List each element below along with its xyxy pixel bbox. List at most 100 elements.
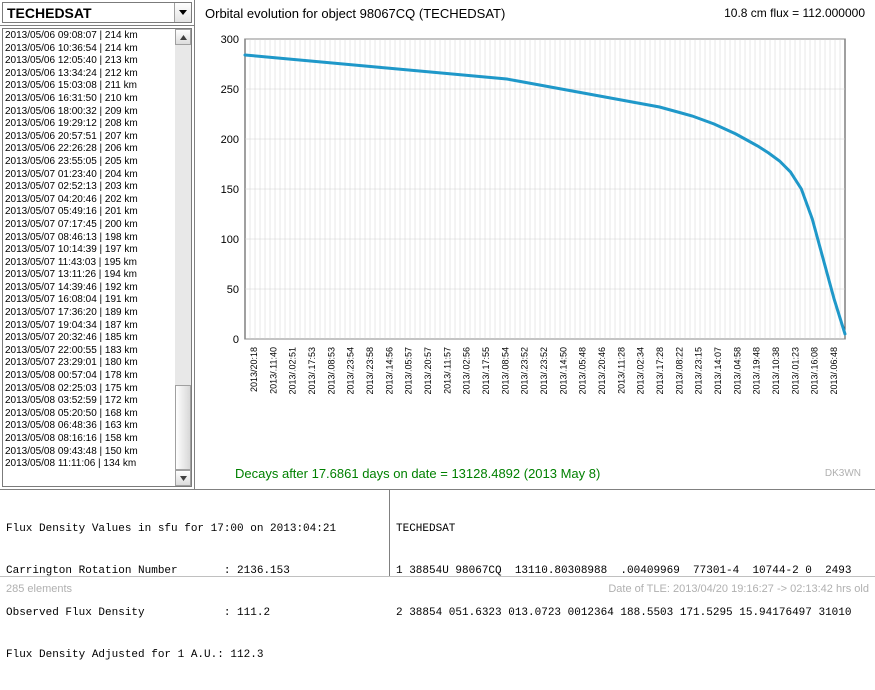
info-line: Carrington Rotation Number : 2136.153 <box>6 564 383 578</box>
svg-text:2013/.17:55: 2013/.17:55 <box>481 347 491 395</box>
scroll-thumb[interactable] <box>175 385 191 470</box>
list-item[interactable]: 2013/05/06 18:00:32 | 209 km <box>5 106 173 119</box>
list-item[interactable]: 2013/05/06 23:55:05 | 205 km <box>5 156 173 169</box>
flux-info-panel: Flux Density Values in sfu for 17:00 on … <box>0 490 390 576</box>
dropdown-selected: TECHEDSAT <box>3 5 174 21</box>
scroll-up-button[interactable] <box>175 29 191 45</box>
list-item[interactable]: 2013/05/07 19:04:34 | 187 km <box>5 320 173 333</box>
svg-text:100: 100 <box>221 234 239 246</box>
list-item[interactable]: 2013/05/08 05:20:50 | 168 km <box>5 408 173 421</box>
list-item[interactable]: 2013/05/07 02:52:13 | 203 km <box>5 181 173 194</box>
chevron-down-icon <box>180 476 187 481</box>
svg-text:200: 200 <box>221 134 239 146</box>
svg-text:250: 250 <box>221 84 239 96</box>
svg-text:2013/.19:48: 2013/.19:48 <box>752 347 762 395</box>
info-line: Observed Flux Density : 111.2 <box>6 606 383 620</box>
list-item[interactable]: 2013/05/07 17:36:20 | 189 km <box>5 307 173 320</box>
tle-line: TECHEDSAT <box>396 522 869 536</box>
tle-line: 1 38854U 98067CQ 13110.80308988 .0040996… <box>396 564 869 578</box>
list-item[interactable]: 2013/05/06 16:31:50 | 210 km <box>5 93 173 106</box>
svg-text:0: 0 <box>233 334 239 346</box>
chevron-up-icon <box>180 35 187 40</box>
list-item[interactable]: 2013/05/08 02:25:03 | 175 km <box>5 383 173 396</box>
svg-text:2013/.08:22: 2013/.08:22 <box>674 347 684 395</box>
list-item[interactable]: 2013/05/07 07:17:45 | 200 km <box>5 219 173 232</box>
orbital-chart: 0501001502002503002013/20:182013/.11:402… <box>205 31 865 441</box>
list-item[interactable]: 2013/05/08 08:16:16 | 158 km <box>5 433 173 446</box>
watermark: DK3WN <box>825 468 861 479</box>
list-item[interactable]: 2013/05/07 05:49:16 | 201 km <box>5 206 173 219</box>
list-item[interactable]: 2013/05/06 19:29:12 | 208 km <box>5 118 173 131</box>
list-item[interactable]: 2013/05/07 23:29:01 | 180 km <box>5 357 173 370</box>
list-item[interactable]: 2013/05/06 22:26:28 | 206 km <box>5 143 173 156</box>
chart-title: Orbital evolution for object 98067CQ (TE… <box>205 6 505 21</box>
list-item[interactable]: 2013/05/07 11:43:03 | 195 km <box>5 257 173 270</box>
svg-text:2013/.17:28: 2013/.17:28 <box>655 347 665 395</box>
chart-title-row: Orbital evolution for object 98067CQ (TE… <box>205 6 865 21</box>
list-item[interactable]: 2013/05/07 20:32:46 | 185 km <box>5 332 173 345</box>
list-item[interactable]: 2013/05/07 14:39:46 | 192 km <box>5 282 173 295</box>
list-item[interactable]: 2013/05/07 01:23:40 | 204 km <box>5 169 173 182</box>
list-item[interactable]: 2013/05/08 03:52:59 | 172 km <box>5 395 173 408</box>
list-item[interactable]: 2013/05/07 04:20:46 | 202 km <box>5 194 173 207</box>
svg-text:2013/.11:40: 2013/.11:40 <box>268 347 278 394</box>
flux-label: 10.8 cm flux = 112.000000 <box>724 6 865 21</box>
object-dropdown-wrap: TECHEDSAT <box>0 0 194 26</box>
listbox-scrollbar[interactable] <box>175 29 191 486</box>
tle-line: 2 38854 051.6323 013.0723 0012364 188.55… <box>396 606 869 620</box>
info-line: Flux Density Values in sfu for 17:00 on … <box>6 522 383 536</box>
list-item[interactable]: 2013/05/07 16:08:04 | 191 km <box>5 294 173 307</box>
chart-panel: Orbital evolution for object 98067CQ (TE… <box>195 0 875 489</box>
svg-text:300: 300 <box>221 34 239 46</box>
svg-text:2013/.08:54: 2013/.08:54 <box>500 347 510 395</box>
svg-text:2013/.04:58: 2013/.04:58 <box>732 347 742 395</box>
tle-panel: TECHEDSAT 1 38854U 98067CQ 13110.8030898… <box>390 490 875 576</box>
svg-text:50: 50 <box>227 284 239 296</box>
list-item[interactable]: 2013/05/08 09:43:48 | 150 km <box>5 446 173 459</box>
list-item[interactable]: 2013/05/07 22:00:55 | 183 km <box>5 345 173 358</box>
info-line: Flux Density Adjusted for 1 A.U.: 112.3 <box>6 648 383 662</box>
altitude-listbox[interactable]: 2013/05/06 09:08:07 | 214 km2013/05/06 1… <box>2 28 192 487</box>
list-item[interactable]: 2013/05/07 08:46:13 | 198 km <box>5 232 173 245</box>
svg-text:2013/.23:52: 2013/.23:52 <box>520 347 530 395</box>
svg-text:2013/.23:54: 2013/.23:54 <box>346 347 356 395</box>
svg-text:2013/.02:56: 2013/.02:56 <box>462 347 472 395</box>
list-content: 2013/05/06 09:08:07 | 214 km2013/05/06 1… <box>3 29 175 486</box>
list-item[interactable]: 2013/05/08 11:11:06 | 134 km <box>5 458 173 471</box>
svg-text:2013/.11:28: 2013/.11:28 <box>616 347 626 394</box>
svg-text:2013/.14:56: 2013/.14:56 <box>384 347 394 395</box>
svg-text:2013/.23:58: 2013/.23:58 <box>365 347 375 395</box>
list-item[interactable]: 2013/05/06 10:36:54 | 214 km <box>5 43 173 56</box>
svg-text:2013/.23:52: 2013/.23:52 <box>539 347 549 395</box>
svg-text:2013/.05:57: 2013/.05:57 <box>404 347 414 395</box>
list-item[interactable]: 2013/05/06 09:08:07 | 214 km <box>5 30 173 43</box>
svg-text:2013/.02:34: 2013/.02:34 <box>636 347 646 395</box>
list-item[interactable]: 2013/05/08 00:57:04 | 178 km <box>5 370 173 383</box>
dropdown-arrow-button[interactable] <box>174 3 191 22</box>
list-item[interactable]: 2013/05/06 12:05:40 | 213 km <box>5 55 173 68</box>
list-item[interactable]: 2013/05/06 15:03:08 | 211 km <box>5 80 173 93</box>
svg-text:2013/.01:23: 2013/.01:23 <box>790 347 800 395</box>
list-item[interactable]: 2013/05/06 20:57:51 | 207 km <box>5 131 173 144</box>
svg-text:2013/20:18: 2013/20:18 <box>249 347 259 392</box>
svg-text:2013/.14:50: 2013/.14:50 <box>558 347 568 395</box>
status-elements-count: 285 elements <box>6 583 72 595</box>
chart-svg-wrap: 0501001502002503002013/20:182013/.11:402… <box>205 31 865 441</box>
scroll-down-button[interactable] <box>175 470 191 486</box>
svg-text:2013/.16:08: 2013/.16:08 <box>810 347 820 395</box>
svg-text:2013/.08:53: 2013/.08:53 <box>326 347 336 395</box>
list-item[interactable]: 2013/05/06 13:34:24 | 212 km <box>5 68 173 81</box>
list-item[interactable]: 2013/05/07 13:11:26 | 194 km <box>5 269 173 282</box>
chevron-down-icon <box>179 10 187 16</box>
decay-text: Decays after 17.6861 days on date = 1312… <box>235 466 600 481</box>
svg-text:2013/.06:48: 2013/.06:48 <box>829 347 839 395</box>
svg-text:2013/.23:15: 2013/.23:15 <box>694 347 704 395</box>
object-dropdown[interactable]: TECHEDSAT <box>2 2 192 23</box>
svg-text:2013/.11:57: 2013/.11:57 <box>442 347 452 394</box>
svg-text:2013/.02:51: 2013/.02:51 <box>288 347 298 395</box>
svg-text:2013/.17:53: 2013/.17:53 <box>307 347 317 395</box>
list-item[interactable]: 2013/05/07 10:14:39 | 197 km <box>5 244 173 257</box>
scroll-track[interactable] <box>175 45 191 385</box>
list-item[interactable]: 2013/05/08 06:48:36 | 163 km <box>5 420 173 433</box>
svg-text:2013/.05:48: 2013/.05:48 <box>578 347 588 395</box>
